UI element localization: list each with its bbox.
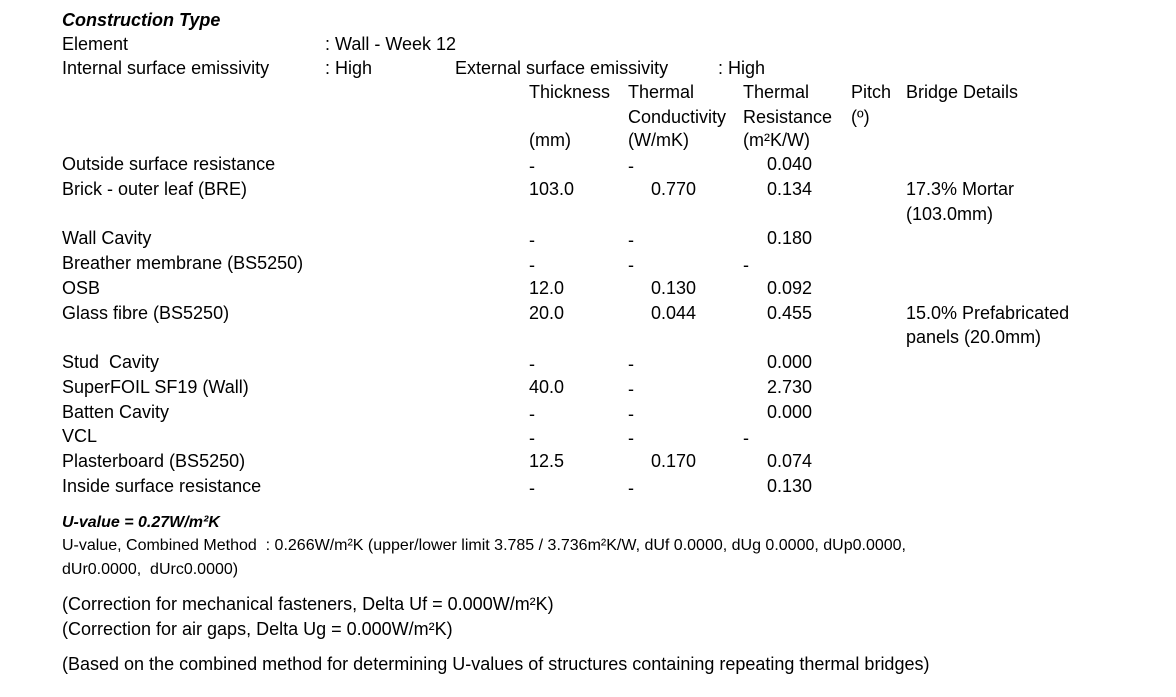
layer-name: Wall Cavity [62, 228, 152, 249]
cell-thickness: 12.5 [529, 451, 565, 471]
layer-name: VCL [62, 426, 98, 447]
cell-thickness: - [529, 354, 535, 374]
cell-conductivity: - [628, 477, 634, 498]
field-label: External surface emissivity [455, 58, 669, 78]
column-header: Pitch [851, 82, 892, 102]
cell-resistance: 0.180 [767, 228, 813, 249]
cell-thickness: 12.0 [529, 277, 565, 298]
cell-conductivity: 0.770 [651, 178, 697, 199]
cell-resistance: 0.130 [767, 475, 813, 496]
cell-resistance: 0.000 [767, 401, 813, 422]
bridge-detail: panels (20.0mm) [906, 327, 1042, 348]
cell-conductivity: - [628, 428, 634, 449]
column-header: Resistance [743, 106, 833, 127]
layer-name: Stud Cavity [62, 352, 160, 372]
cell-conductivity: - [628, 378, 634, 399]
layer-name: Batten Cavity [62, 401, 170, 422]
correction-note: (Correction for mechanical fasteners, De… [62, 594, 554, 614]
column-header: (º) [851, 106, 870, 127]
cell-resistance: 0.134 [767, 178, 813, 199]
cell-thickness: - [529, 403, 535, 424]
layer-name: Outside surface resistance [62, 154, 276, 174]
cell-resistance: 0.074 [767, 451, 813, 471]
cell-conductivity: 0.170 [651, 451, 697, 471]
cell-resistance: 0.040 [767, 154, 813, 174]
cell-thickness: - [529, 156, 535, 176]
layer-name: Glass fibre (BS5250) [62, 302, 230, 323]
combined-method: dUr0.0000, dUrc0.0000) [62, 560, 239, 578]
column-header: Thickness [529, 82, 611, 102]
cell-thickness: 20.0 [529, 302, 565, 323]
cell-resistance: 0.000 [767, 352, 813, 372]
section-title: Construction Type [62, 10, 221, 30]
field-value: : High [718, 58, 766, 78]
cell-conductivity: - [628, 354, 634, 374]
layer-name: Brick - outer leaf (BRE) [62, 178, 248, 199]
bridge-detail: (103.0mm) [906, 203, 994, 224]
cell-thickness: - [529, 477, 535, 498]
cell-resistance: - [743, 255, 749, 275]
cell-resistance: 0.455 [767, 302, 813, 323]
cell-thickness: - [529, 255, 535, 275]
column-unit: (W/mK) [628, 130, 689, 150]
column-header: Thermal [743, 82, 810, 102]
layer-name: SuperFOIL SF19 (Wall) [62, 376, 249, 397]
bridge-detail: 15.0% Prefabricated [906, 302, 1070, 323]
field-value: : High [325, 58, 373, 78]
layer-name: Breather membrane (BS5250) [62, 253, 304, 273]
cell-conductivity: - [628, 255, 634, 275]
cell-conductivity: 0.044 [651, 302, 697, 323]
u-value: U-value = 0.27W/m²K [62, 514, 220, 531]
field-label: Internal surface emissivity [62, 58, 270, 78]
cell-conductivity: - [628, 403, 634, 424]
cell-thickness: 40.0 [529, 376, 565, 397]
cell-thickness: - [529, 230, 535, 251]
column-unit: (mm) [529, 130, 571, 150]
column-header: Conductivity [628, 106, 727, 127]
field-value: : Wall - Week 12 [325, 34, 457, 54]
cell-resistance: 2.730 [767, 376, 813, 397]
cell-thickness: - [529, 428, 535, 449]
cell-conductivity: - [628, 230, 634, 251]
cell-thickness: 103.0 [529, 178, 575, 199]
basis-note: (Based on the combined method for determ… [62, 654, 930, 674]
combined-method: U-value, Combined Method : 0.266W/m²K (u… [62, 537, 906, 554]
layer-name: Plasterboard (BS5250) [62, 451, 246, 471]
field-label: Element [62, 34, 129, 54]
column-unit: (m²K/W) [743, 130, 810, 150]
correction-note: (Correction for air gaps, Delta Ug = 0.0… [62, 618, 453, 639]
column-header: Thermal [628, 82, 695, 102]
bridge-detail: 17.3% Mortar [906, 178, 1015, 199]
cell-conductivity: - [628, 156, 634, 176]
layer-name: OSB [62, 277, 101, 298]
layer-name: Inside surface resistance [62, 475, 262, 496]
cell-resistance: 0.092 [767, 277, 813, 298]
column-header: Bridge Details [906, 82, 1019, 102]
cell-conductivity: 0.130 [651, 277, 697, 298]
cell-resistance: - [743, 428, 749, 449]
